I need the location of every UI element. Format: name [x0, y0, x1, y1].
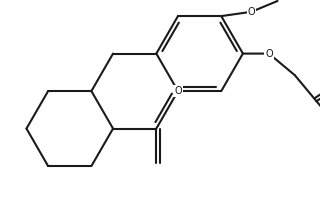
Text: O: O — [248, 7, 255, 17]
Text: O: O — [174, 86, 182, 96]
Text: O: O — [265, 49, 273, 59]
